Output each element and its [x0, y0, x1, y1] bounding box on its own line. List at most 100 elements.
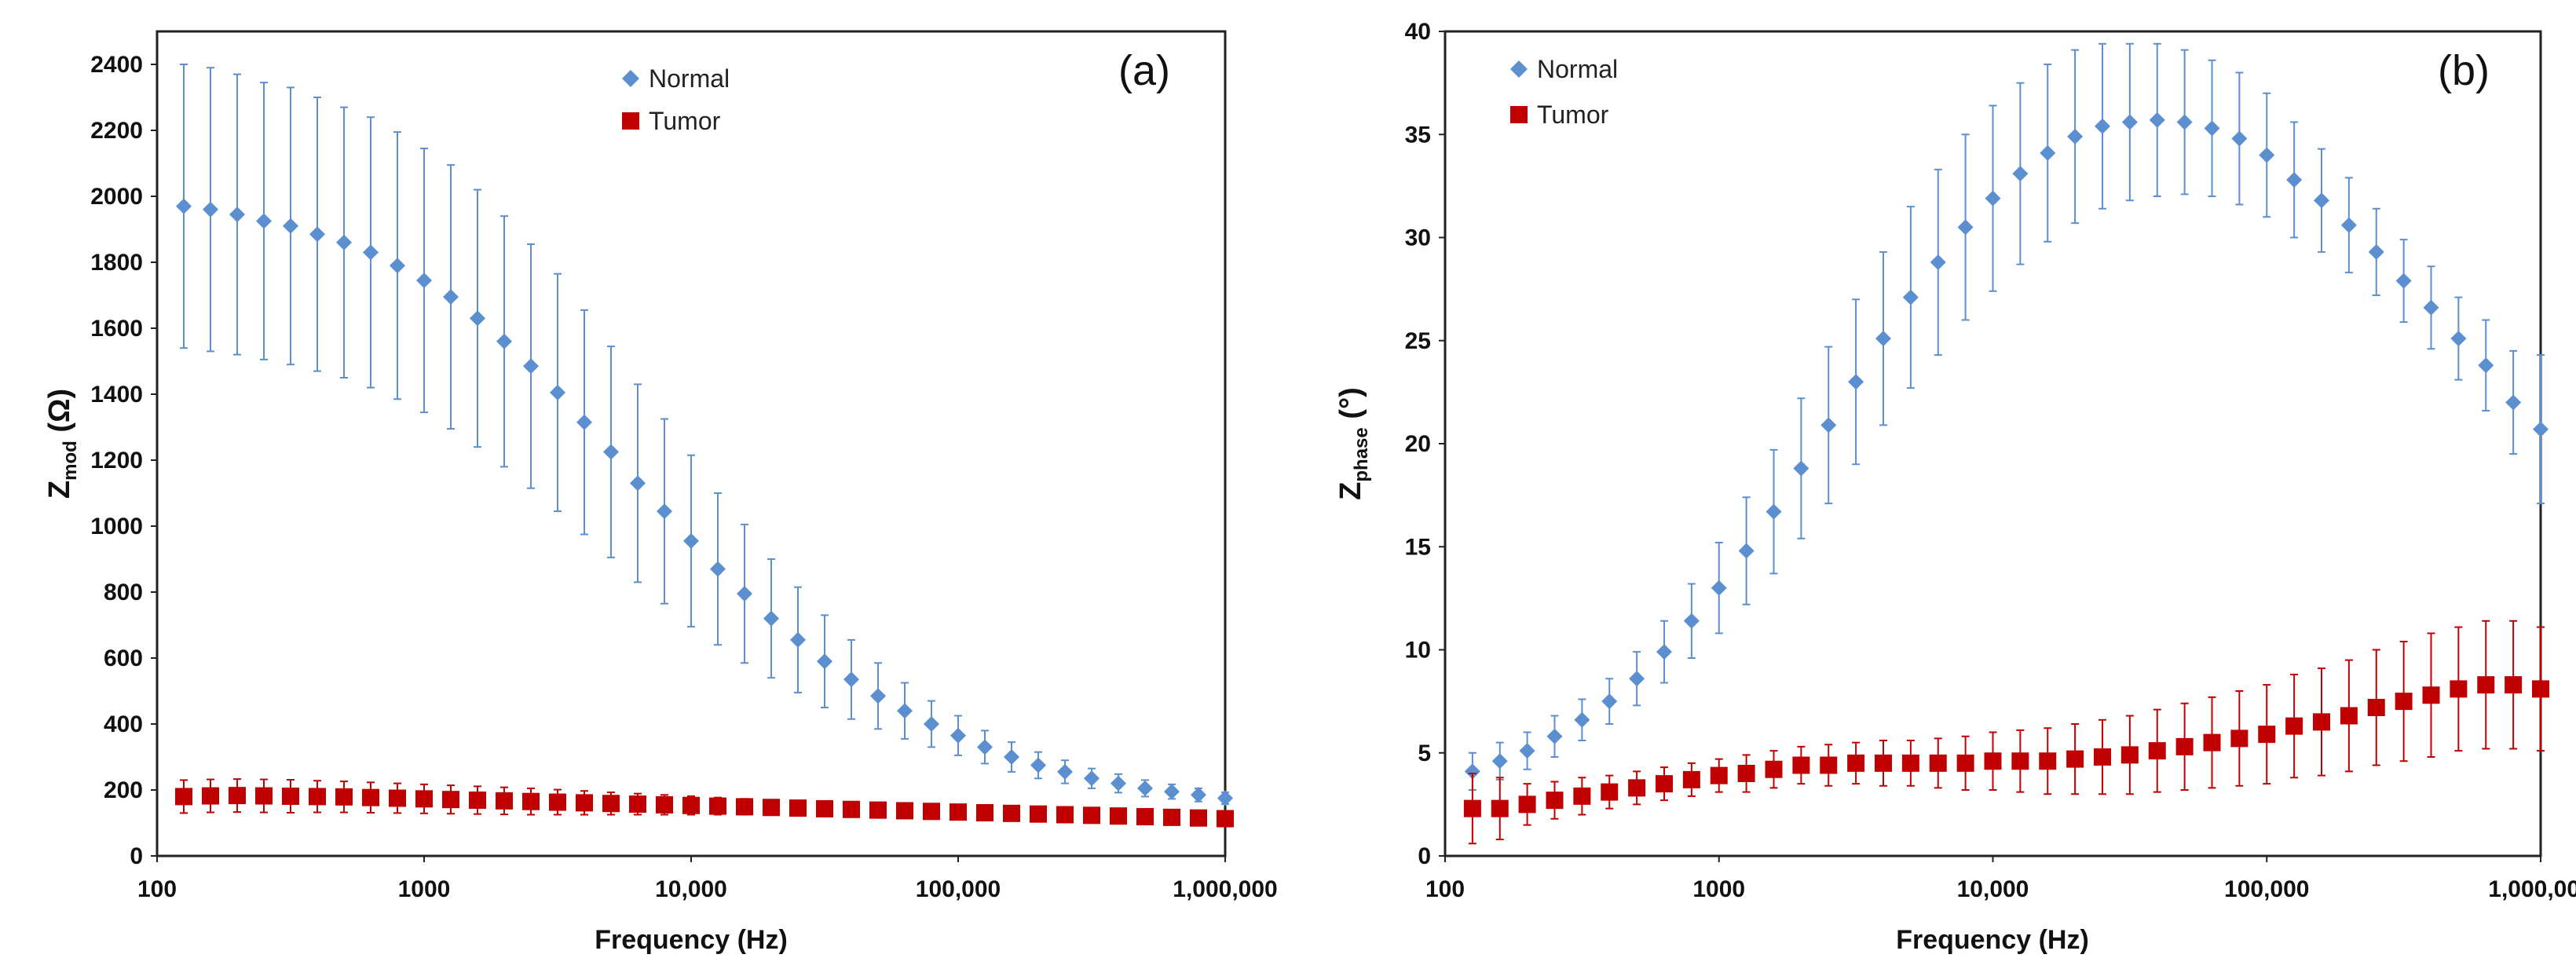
y-axis-title-b: Zphase (°) [1334, 387, 1372, 500]
point-tumor-a-38 [1190, 809, 1207, 827]
point-tumor-b-35 [2422, 686, 2440, 704]
point-tumor-b-37 [2477, 676, 2495, 694]
point-tumor-a-29 [950, 803, 967, 821]
y-axis-title-sub-b: phase [1351, 427, 1372, 481]
y-tick-label-b-3: 15 [1405, 534, 1431, 560]
point-normal-a-30 [977, 739, 993, 755]
point-normal-b-34 [2395, 272, 2412, 289]
y-tick-label-b-1: 5 [1418, 740, 1431, 766]
point-tumor-a-28 [923, 803, 941, 821]
x-tick-label-b-4: 1,000,000 [2488, 876, 2576, 902]
point-normal-a-25 [843, 671, 860, 688]
chart-panel-b: (b) Frequency (Hz) Zphase (°) Normal Tum… [1334, 19, 2576, 955]
point-tumor-b-26 [2175, 737, 2194, 755]
y-tick-label-a-12: 2400 [90, 52, 143, 78]
point-tumor-b-5 [1601, 783, 1619, 801]
point-normal-b-3 [1546, 728, 1563, 744]
point-normal-a-10 [442, 289, 459, 305]
point-tumor-b-34 [2395, 693, 2413, 711]
point-tumor-b-20 [2011, 752, 2029, 770]
y-tick-label-a-8: 1600 [90, 316, 143, 342]
point-tumor-b-33 [2367, 699, 2385, 716]
series-normal-b [1464, 42, 2549, 791]
y-tick-label-a-0: 0 [130, 843, 143, 869]
legend-marker-normal-b [1510, 60, 1528, 78]
x-tick-label-b-1: 1000 [1692, 876, 1745, 902]
legend-marker-tumor-a [622, 112, 639, 130]
point-tumor-a-37 [1162, 808, 1180, 826]
point-tumor-b-2 [1518, 795, 1536, 814]
point-normal-a-28 [924, 716, 940, 732]
point-normal-a-38 [1191, 787, 1206, 803]
point-normal-b-17 [1930, 254, 1946, 270]
point-normal-a-20 [709, 561, 726, 577]
point-tumor-a-31 [1002, 804, 1020, 822]
x-axis-title-a: Frequency (Hz) [595, 925, 788, 955]
point-normal-b-18 [1957, 219, 1974, 236]
point-normal-a-36 [1136, 780, 1153, 796]
point-tumor-b-38 [2505, 676, 2523, 694]
point-normal-a-7 [363, 244, 379, 261]
point-normal-b-7 [1656, 644, 1673, 660]
point-tumor-a-17 [629, 795, 647, 814]
point-tumor-a-23 [789, 799, 807, 817]
point-normal-b-23 [2095, 118, 2111, 134]
point-normal-b-11 [1766, 503, 1782, 520]
point-tumor-b-1 [1491, 799, 1509, 817]
point-tumor-b-3 [1546, 792, 1564, 810]
point-normal-b-33 [2368, 243, 2384, 260]
point-normal-a-24 [817, 653, 833, 670]
chart-panel-a: (a) Frequency (Hz) Zmod (Ω) Normal Tumor… [43, 30, 1278, 955]
point-normal-b-30 [2286, 172, 2303, 188]
point-tumor-a-0 [175, 788, 193, 806]
point-tumor-a-7 [362, 788, 380, 806]
point-tumor-b-29 [2258, 726, 2276, 744]
point-tumor-a-21 [736, 798, 754, 816]
point-normal-a-2 [229, 207, 245, 223]
point-normal-a-35 [1110, 775, 1126, 792]
point-tumor-b-11 [1765, 760, 1783, 778]
y-tick-label-a-7: 1400 [90, 382, 143, 408]
point-tumor-a-35 [1109, 807, 1127, 825]
point-tumor-a-20 [708, 797, 726, 815]
point-normal-a-39 [1217, 790, 1233, 806]
point-tumor-b-9 [1710, 766, 1728, 784]
y-axis-title-unit-b: (°) [1334, 387, 1367, 427]
y-tick-label-b-7: 35 [1405, 122, 1431, 148]
y-axis-title-main-b: Z [1334, 482, 1367, 500]
x-tick-label-b-2: 10,000 [1957, 876, 2029, 902]
point-normal-a-27 [897, 703, 913, 719]
point-normal-b-27 [2204, 120, 2220, 137]
point-normal-a-32 [1030, 757, 1046, 773]
y-axis-title-unit-a: (Ω) [43, 389, 76, 441]
point-normal-b-15 [1875, 331, 1892, 347]
point-normal-b-36 [2450, 331, 2467, 347]
point-tumor-a-13 [522, 792, 540, 810]
point-normal-b-0 [1464, 763, 1480, 780]
point-normal-b-8 [1683, 612, 1700, 629]
point-tumor-b-23 [2094, 748, 2112, 766]
plot-area-b: 0 5 10 15 20 25 30 35 40 100 1000 10,000 100,000 1,00… [1405, 19, 2576, 902]
point-normal-a-37 [1163, 784, 1180, 800]
point-tumor-b-0 [1463, 799, 1481, 817]
point-tumor-b-21 [2039, 752, 2057, 770]
point-tumor-a-10 [441, 791, 459, 809]
panel-label-a: (a) [1118, 47, 1170, 94]
point-normal-b-20 [2012, 166, 2029, 182]
point-normal-b-1 [1491, 753, 1508, 770]
point-tumor-b-14 [1847, 754, 1865, 772]
point-normal-a-19 [683, 532, 699, 549]
legend-marker-tumor-b [1510, 106, 1528, 123]
point-normal-b-24 [2121, 114, 2138, 130]
point-tumor-a-24 [816, 799, 834, 817]
y-tick-label-a-10: 2000 [90, 184, 143, 210]
y-tick-label-a-3: 600 [104, 645, 143, 671]
point-tumor-b-17 [1929, 754, 1947, 772]
point-normal-a-9 [416, 272, 432, 289]
point-tumor-a-11 [469, 792, 487, 810]
y-tick-label-b-2: 10 [1405, 638, 1431, 664]
series-tumor-a [175, 778, 1234, 828]
x-tick-label-a-2: 10,000 [655, 876, 727, 902]
series-tumor-b [1463, 620, 2549, 845]
point-tumor-a-5 [308, 788, 326, 806]
